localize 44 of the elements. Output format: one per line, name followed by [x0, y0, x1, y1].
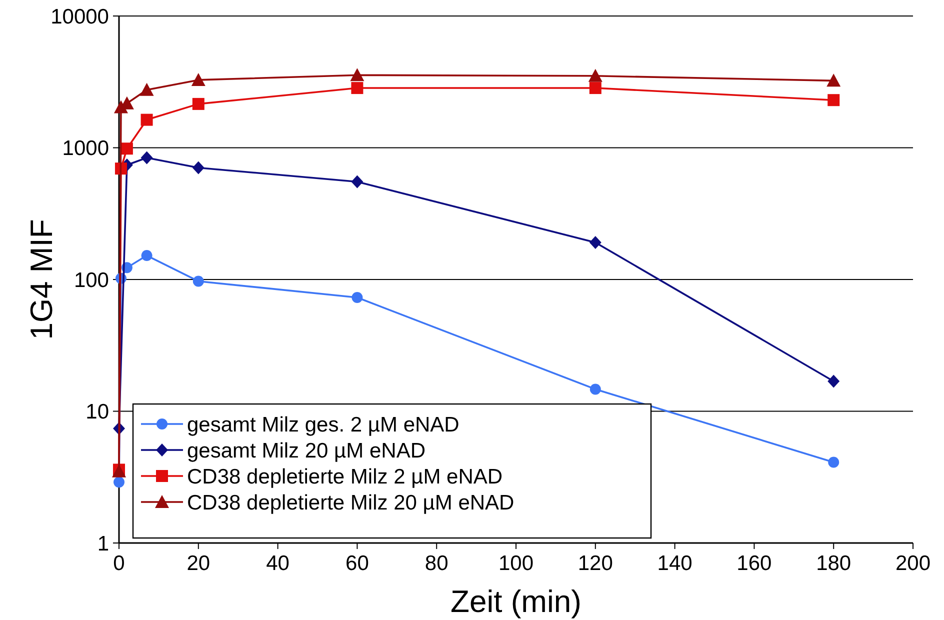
point — [120, 142, 133, 155]
y-axis-title: 1G4 MIF — [24, 219, 59, 340]
y-tick-label: 1 — [97, 532, 109, 556]
y-tick-label: 100 — [74, 268, 109, 292]
point — [589, 82, 602, 94]
point — [192, 98, 204, 110]
point — [589, 236, 602, 249]
x-tick-label: 180 — [816, 552, 852, 575]
x-axis-title: Zeit (min) — [450, 584, 582, 619]
point — [588, 68, 602, 82]
point — [114, 476, 124, 488]
point — [590, 384, 601, 395]
x-tick-label: 100 — [498, 552, 534, 575]
x-tick-label: 140 — [657, 552, 692, 575]
legend-label: CD38 depletierte Milz 20 µM eNAD — [187, 491, 514, 514]
x-tick-label: 80 — [424, 552, 448, 575]
x-tick-label: 0 — [113, 552, 125, 575]
y-tick-label: 1000 — [62, 137, 109, 160]
x-tick-label: 20 — [186, 552, 210, 575]
legend-label: CD38 depletierte Milz 2 µM eNAD — [187, 465, 503, 488]
point — [351, 175, 364, 188]
point — [192, 161, 204, 174]
point — [826, 74, 841, 87]
y-tick-label: 10000 — [50, 5, 109, 28]
legend-label: gesamt Milz ges. 2 µM eNAD — [187, 413, 460, 436]
point — [140, 151, 153, 164]
point — [140, 82, 154, 96]
y-tick-label: 10 — [86, 400, 109, 424]
point — [140, 114, 153, 126]
point — [192, 276, 204, 287]
point — [828, 374, 840, 388]
x-tick-label: 200 — [895, 552, 931, 575]
x-tick-label: 40 — [266, 552, 290, 575]
point — [828, 94, 840, 106]
point — [351, 82, 364, 94]
point — [191, 72, 206, 86]
point — [352, 292, 363, 304]
x-tick-label: 160 — [736, 552, 772, 575]
point — [828, 456, 840, 468]
point — [141, 250, 152, 262]
legend-label: gesamt Milz 20 µM eNAD — [187, 439, 426, 462]
x-tick-label: 60 — [346, 552, 369, 575]
x-tick-label: 120 — [578, 552, 613, 575]
point — [350, 68, 364, 82]
